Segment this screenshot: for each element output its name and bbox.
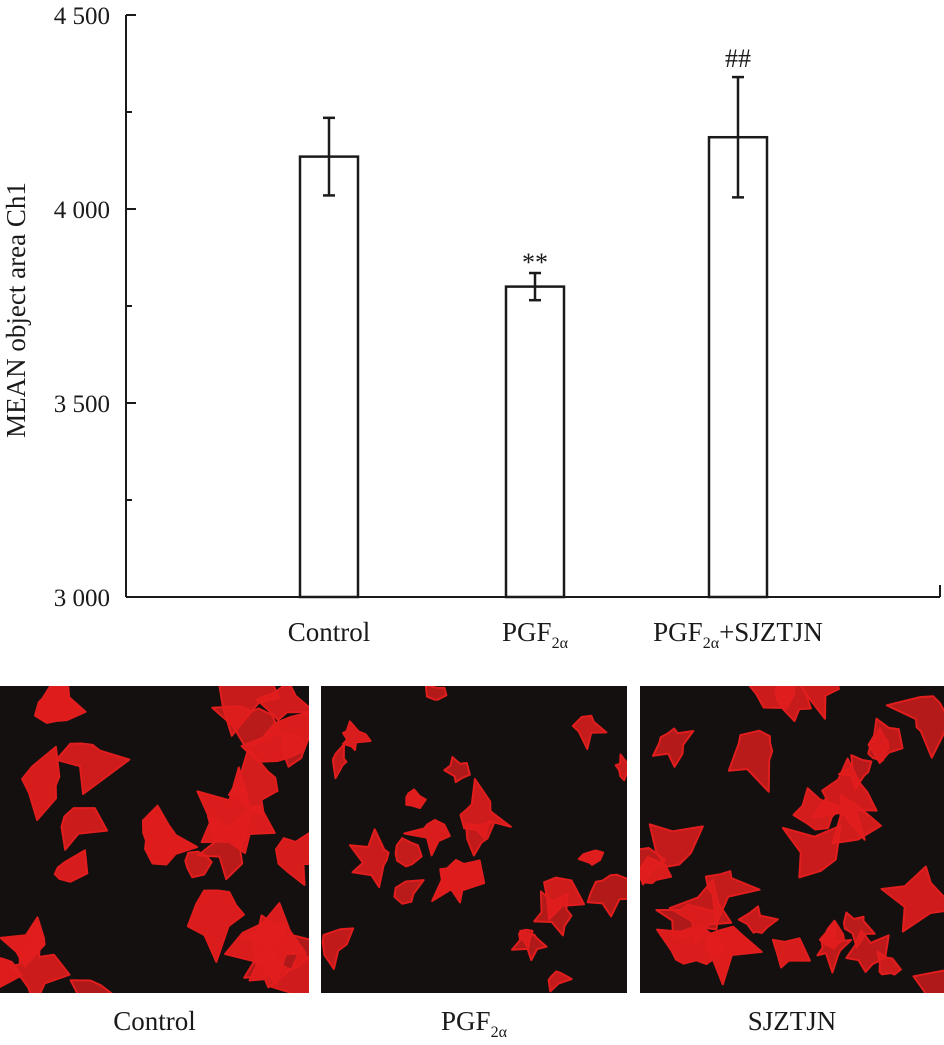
stained-cell	[55, 742, 131, 795]
stained-cell	[867, 717, 904, 764]
stained-cell	[281, 733, 306, 768]
cell-stain-image	[321, 686, 627, 993]
y-tick-label: 4 500	[54, 3, 110, 30]
caption-text: PGF	[441, 1006, 491, 1036]
stained-cell	[577, 849, 605, 866]
stained-cell	[845, 929, 890, 973]
significance-label: ##	[725, 44, 751, 73]
stained-cell	[652, 727, 695, 768]
caption-text: Control	[113, 1006, 196, 1036]
chart-axes: 3 000 3 500 4 000 4 500	[54, 3, 941, 612]
stained-cell	[342, 720, 372, 751]
caption-subscript: 2α	[490, 1024, 507, 1041]
cell-stain-image	[640, 686, 944, 993]
stained-cell	[842, 911, 876, 949]
stained-cell	[912, 969, 944, 993]
stained-cell	[403, 819, 451, 857]
significance-label: **	[522, 248, 548, 277]
stained-cell	[53, 849, 89, 883]
stained-cell	[394, 837, 423, 868]
stained-cell	[831, 793, 882, 845]
chart-bars: Control ** PGF2α ## PGF2α+SJZTJN	[288, 44, 823, 652]
stained-cell	[431, 859, 486, 904]
stained-cell	[321, 927, 355, 970]
stained-cell	[186, 889, 245, 963]
bar	[298, 155, 360, 599]
y-tick-label: 3 500	[54, 391, 110, 418]
stained-cell	[656, 927, 725, 966]
x-tick-label: PGF2α+SJZTJN	[653, 617, 823, 652]
stained-cell	[533, 890, 573, 937]
stained-cell	[405, 788, 427, 810]
stained-cell	[331, 743, 348, 780]
stained-cell	[275, 832, 309, 886]
stained-cell	[0, 916, 46, 968]
y-axis-title: MEAN object area Ch1	[1, 182, 31, 438]
stained-cell	[424, 686, 448, 701]
x-tick-label: PGF2α	[502, 617, 569, 652]
stained-cell	[816, 921, 853, 974]
stained-cell	[393, 879, 425, 905]
stained-cell	[727, 729, 774, 793]
stained-cell	[0, 957, 23, 989]
stained-cell	[771, 937, 811, 969]
stained-cell	[34, 686, 87, 724]
bar	[707, 135, 769, 599]
caption-text: SJZTJN	[747, 1006, 837, 1036]
bar	[504, 285, 566, 599]
panel-caption-control: Control	[0, 1006, 309, 1042]
stained-cell	[781, 824, 842, 879]
stained-cell	[640, 856, 673, 885]
stained-cell	[571, 714, 608, 750]
stained-cell	[547, 970, 573, 993]
stained-cell	[704, 870, 761, 925]
stained-cell	[60, 807, 109, 851]
stained-cell	[228, 747, 279, 816]
fluorescence-image-sjztjn	[640, 686, 944, 993]
stained-cell	[885, 695, 944, 759]
stained-cell	[614, 753, 627, 782]
stained-cell	[218, 686, 281, 737]
stained-cell	[240, 914, 288, 954]
stained-cell	[197, 807, 254, 881]
fluorescence-image-control	[0, 686, 309, 993]
y-tick-label: 4 000	[54, 197, 110, 224]
fluorescence-image-pgf2a	[321, 686, 627, 993]
stained-cell	[800, 686, 840, 720]
stained-cell	[69, 979, 113, 993]
panel-caption-sjztjn: SJZTJN	[640, 1006, 944, 1042]
x-tick-label: Control	[288, 617, 371, 647]
stained-cell	[876, 950, 902, 976]
stained-cell	[880, 865, 944, 933]
stained-cell	[443, 756, 471, 784]
cell-stain-image	[0, 686, 309, 993]
panel-caption-pgf2a: PGF2α	[321, 1006, 627, 1042]
stained-cell	[648, 823, 704, 868]
stained-cell	[748, 686, 796, 709]
stained-cell	[141, 804, 199, 866]
stained-cell	[737, 905, 779, 934]
stained-cell	[348, 828, 390, 889]
y-tick-label: 3 000	[54, 585, 110, 612]
stained-cell	[511, 929, 548, 962]
stained-cell	[586, 873, 627, 918]
bar-chart: 3 000 3 500 4 000 4 500 Control ** PGF2α ## PGF…	[1, 3, 941, 652]
stained-cell	[459, 778, 512, 840]
stained-cell	[21, 745, 61, 821]
